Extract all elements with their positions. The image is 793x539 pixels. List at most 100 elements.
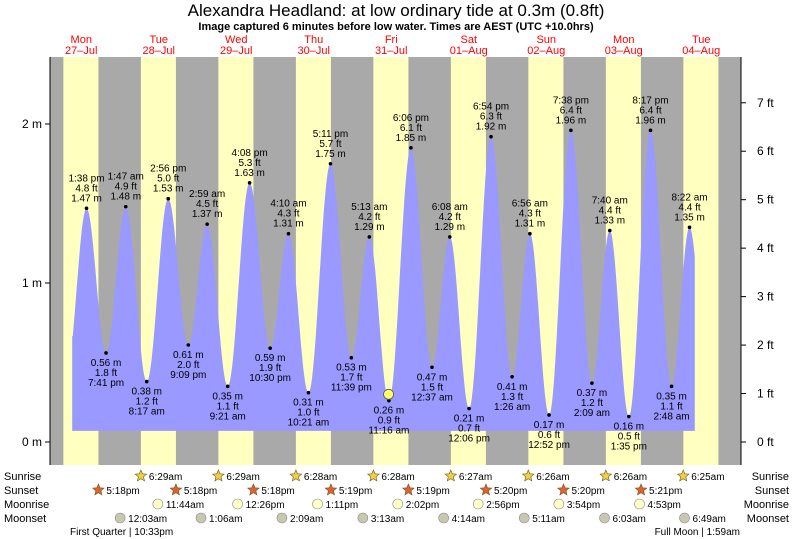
left-tick-label: 2 m [22,117,42,131]
low-tide-point [349,355,354,360]
moonrise-icon [634,498,645,510]
sunset-time: 5:18pm [106,486,139,497]
low-tide-metres: 0.35 m [656,391,687,402]
low-tide-point [669,384,674,389]
sunset-icon [324,483,338,496]
low-tide-feet: 0.9 ft [378,416,400,427]
high-tide-time: 8:22 am [671,192,707,203]
sunrise-icon [444,469,458,482]
high-tide-time: 7:40 am [592,196,628,207]
low-tide-feet: 1.9 ft [259,363,281,374]
low-tide-feet: 1.0 ft [297,408,319,419]
moonset-time: 4:14am [452,514,485,525]
day-name-label: Tue [149,34,168,46]
moonrise-icon [472,498,484,510]
low-tide-metres: 0.47 m [417,372,448,383]
sunset-time: 5:19pm [339,486,372,497]
low-tide-feet: 1.2 ft [581,398,603,409]
low-tide-feet: 2.0 ft [177,360,199,371]
high-tide-metres: 1.53 m [153,184,184,195]
moonset-time: 6:03am [613,514,646,525]
moonrise-time: 2:02pm [406,500,439,511]
sunrise-icon [211,469,225,482]
high-tide-time: 6:06 pm [393,113,429,124]
low-tide-point [430,365,434,370]
high-tide-feet: 4.2 ft [439,212,461,223]
high-tide-point [569,128,573,133]
low-tide-metres: 0.21 m [454,414,485,425]
high-tide-feet: 4.3 ft [519,209,541,220]
high-tide-point [409,146,413,150]
sunset-icon [169,483,183,496]
high-tide-metres: 1.96 m [635,115,666,126]
tide-area [72,130,695,431]
moonset-icon [438,512,449,524]
moonrise-time: 4:53pm [648,500,681,511]
sunrise-row-label-left: Sunrise [4,471,41,483]
moonset-icon [599,512,610,524]
high-tide-point [528,231,532,236]
high-tide-metres: 1.37 m [192,209,223,220]
low-tide-time: 12:06 pm [448,434,490,445]
night-band [718,57,741,465]
high-tide-time: 6:56 am [512,199,548,210]
left-tick-label: 0 m [22,435,42,449]
high-tide-time: 6:08 am [432,202,468,213]
high-tide-feet: 4.4 ft [599,206,621,217]
high-tide-point [489,134,493,139]
sunset-row-label-right: Sunset [755,485,789,497]
high-tide-time: 8:17 pm [632,95,668,106]
sunrise-time: 6:28am [304,472,337,483]
chart-title: Alexandra Headland: at low ordinary tide… [188,1,605,20]
low-tide-time: 2:48 am [653,411,689,422]
day-labels: Mon27–JulTue28–JulWed29–JulThu30–JulFri3… [65,34,720,57]
high-tide-time: 2:56 pm [150,164,186,175]
right-tick-label: 6 ft [757,144,774,158]
moonset-icon [195,512,207,524]
low-tide-feet: 1.2 ft [136,397,158,408]
low-tide-feet: 1.8 ft [95,368,117,379]
high-tide-metres: 1.29 m [354,222,385,233]
low-tide-point [306,390,311,395]
moonset-time: 5:11am [532,514,565,525]
high-tide-time: 4:08 pm [232,148,268,159]
tide-labels: 1:38 pm4.8 ft1.47 m 0.56 m1.8 ft7:41 pm 1:… [68,95,707,452]
moonrise-icon [312,498,323,510]
sunset-icon [401,483,415,496]
low-tide-feet: 1.1 ft [217,401,239,412]
low-tide-time: 9:21 am [210,411,246,422]
moonrise-time: 3:54pm [567,500,600,511]
low-tide-feet: 0.7 ft [458,424,480,435]
low-tide-feet: 1.7 ft [340,373,362,384]
day-date-label: 02–Aug [527,45,565,57]
axes: 0 m 1 m 2 m 0 ft 1 ft 2 ft 3 ft 4 ft 5 ft 6 ft 7 f… [22,57,774,465]
low-tide-time: 12:52 pm [528,440,570,451]
sunrise-time: 6:26am [536,472,569,483]
moonrise-time: 2:56pm [486,500,519,511]
full-moon-label: Full Moon | 1:59am [655,527,740,538]
low-tide-point [225,384,230,389]
sunrise-time: 6:28am [381,472,414,483]
high-tide-metres: 1.31 m [273,219,304,230]
moonset-time: 2:09am [290,514,323,525]
sunset-row-label-left: Sunset [4,485,38,497]
high-tide-metres: 1.48 m [110,192,141,203]
sunset-icon [91,483,105,496]
moonset-row-label-left: Moonset [4,513,46,525]
high-tide-metres: 1.92 m [476,122,507,133]
day-date-label: 30–Jul [298,45,330,57]
low-tide-time: 11:39 pm [331,383,372,394]
high-tide-point [166,196,171,201]
low-tide-point [104,351,108,355]
low-tide-point [510,375,514,379]
moonset-icon [114,512,126,524]
low-tide-metres: 0.17 m [534,420,565,431]
current-tide-marker [383,388,394,400]
low-tide-time: 9:09 pm [170,370,206,381]
right-tick-label: 0 ft [757,435,774,449]
high-tide-metres: 1.33 m [594,216,625,227]
moonset-row-label-right: Moonset [747,513,789,525]
sunrise-time: 6:25am [691,472,724,483]
sunset-time: 5:18pm [261,486,294,497]
